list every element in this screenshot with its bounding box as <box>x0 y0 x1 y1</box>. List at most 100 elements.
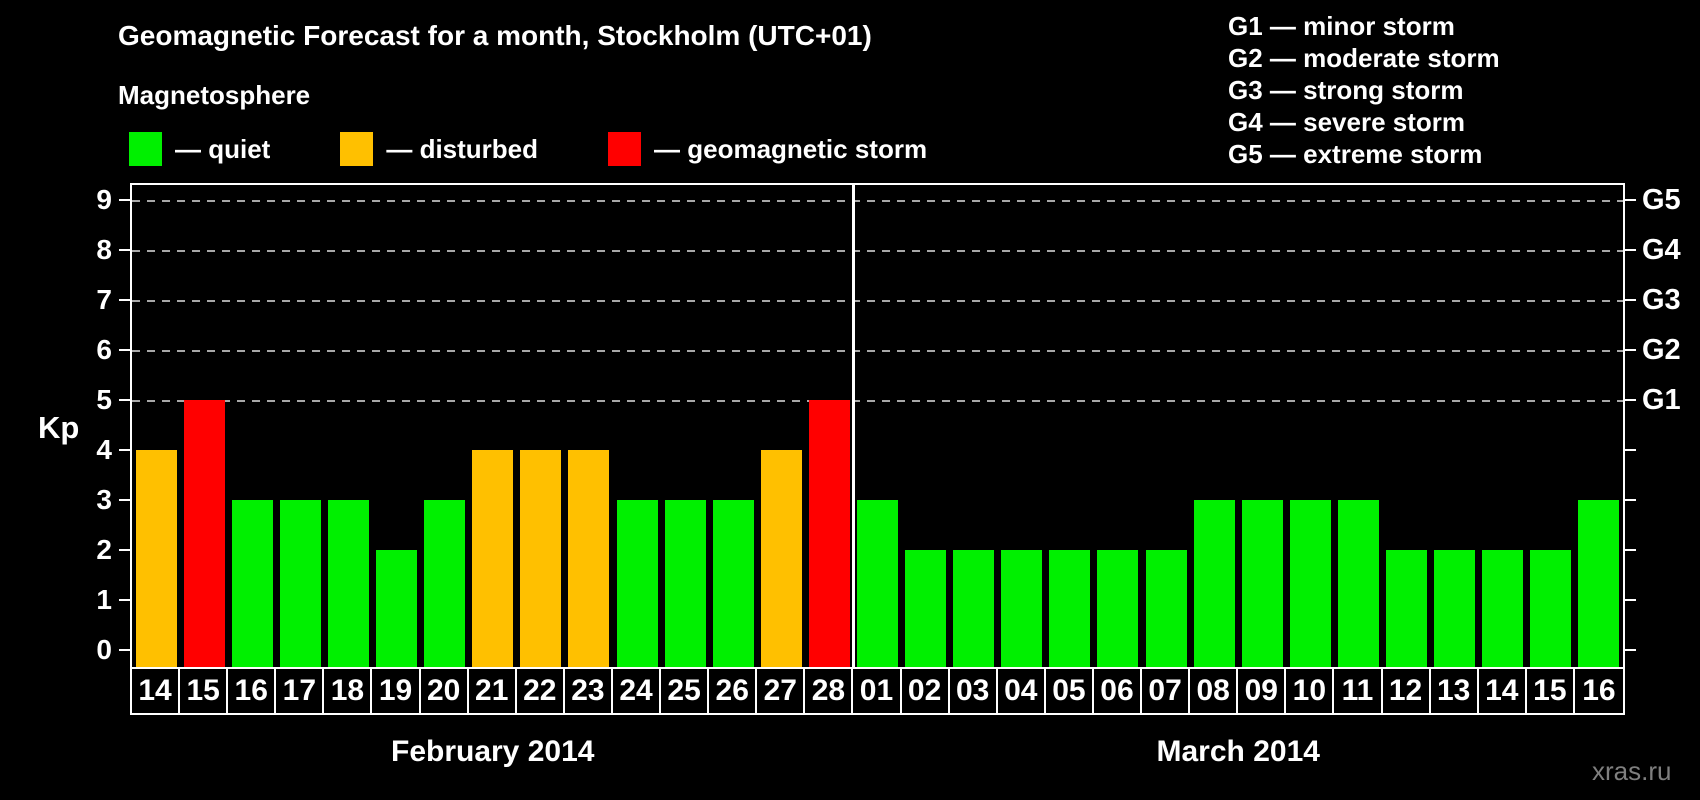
legend-label-disturbed: — disturbed <box>386 133 539 164</box>
gridline-kp5 <box>132 400 1623 402</box>
bar-february-2014-18 <box>327 500 369 667</box>
y-tick-left-4 <box>119 449 131 451</box>
watermark: xras.ru <box>1592 756 1672 786</box>
bar-february-2014-21 <box>472 450 514 667</box>
day-label-march-2014-16: 16 <box>1574 669 1623 713</box>
day-label-march-2014-09: 09 <box>1238 669 1287 713</box>
day-label-february-2014-20: 20 <box>420 669 469 713</box>
bar-march-2014-02 <box>905 550 947 667</box>
storm-scale-item-g3: G3 — strong storm <box>1228 75 1464 105</box>
bar-february-2014-14 <box>135 450 177 667</box>
day-label-february-2014-18: 18 <box>324 669 373 713</box>
chart-subtitle: Magnetosphere <box>118 80 311 110</box>
y-tick-left-7 <box>119 299 131 301</box>
bar-february-2014-19 <box>376 550 418 667</box>
gridline-kp6 <box>132 350 1623 352</box>
g-scale-label-g1: G1 <box>1642 384 1681 416</box>
day-label-february-2014-26: 26 <box>709 669 758 713</box>
y-tick-right-0 <box>1624 649 1636 651</box>
storm-color-swatch-icon <box>608 132 642 166</box>
g-scale-label-g2: G2 <box>1642 334 1681 366</box>
y-tick-left-6 <box>119 349 131 351</box>
y-tick-label-1: 1 <box>96 584 112 615</box>
y-tick-left-2 <box>119 549 131 551</box>
bar-february-2014-23 <box>568 450 610 667</box>
g-scale-label-g3: G3 <box>1642 284 1681 316</box>
y-tick-left-0 <box>119 649 131 651</box>
chart-title: Geomagnetic Forecast for a month, Stockh… <box>118 20 872 51</box>
plot-area <box>130 183 1625 667</box>
gridline-kp7 <box>132 300 1623 302</box>
y-tick-left-8 <box>119 249 131 251</box>
month-label-march-2014: March 2014 <box>1156 735 1320 768</box>
day-label-february-2014-15: 15 <box>180 669 229 713</box>
magnetosphere-legend: — quiet — disturbed — geomagnetic storm <box>129 132 927 166</box>
day-label-february-2014-14: 14 <box>132 669 181 713</box>
y-tick-left-3 <box>119 499 131 501</box>
bar-march-2014-08 <box>1193 500 1235 667</box>
bar-march-2014-05 <box>1049 550 1091 667</box>
y-tick-label-5: 5 <box>96 384 112 415</box>
gridline-kp8 <box>132 250 1623 252</box>
y-tick-right-9 <box>1624 199 1636 201</box>
day-label-march-2014-11: 11 <box>1334 669 1383 713</box>
bar-march-2014-11 <box>1337 500 1379 667</box>
bar-march-2014-12 <box>1386 550 1428 667</box>
day-label-march-2014-10: 10 <box>1286 669 1335 713</box>
legend-label-quiet: — quiet <box>175 133 271 164</box>
quiet-color-swatch-icon <box>129 132 162 166</box>
bar-february-2014-22 <box>520 450 562 667</box>
day-label-march-2014-13: 13 <box>1430 669 1479 713</box>
disturbed-color-swatch-icon <box>340 132 374 166</box>
day-label-march-2014-05: 05 <box>1045 669 1094 713</box>
y-tick-label-8: 8 <box>96 234 112 265</box>
bar-march-2014-10 <box>1289 500 1331 667</box>
y-tick-right-7 <box>1624 299 1636 301</box>
day-label-march-2014-06: 06 <box>1093 669 1143 713</box>
day-label-march-2014-01: 01 <box>853 669 902 713</box>
y-tick-label-3: 3 <box>96 484 112 515</box>
day-label-march-2014-04: 04 <box>997 669 1046 713</box>
y-tick-left-5 <box>119 399 131 401</box>
storm-scale-item-g1: G1 — minor storm <box>1228 11 1455 41</box>
day-label-march-2014-12: 12 <box>1382 669 1431 713</box>
legend-label-storm: — geomagnetic storm <box>654 133 928 164</box>
legend-item-disturbed: — disturbed <box>340 132 538 166</box>
y-tick-label-0: 0 <box>96 634 112 665</box>
storm-scale-item-g5: G5 — extreme storm <box>1228 139 1483 169</box>
bar-february-2014-24 <box>616 500 658 667</box>
bar-february-2014-20 <box>424 500 466 667</box>
y-axis-label: Kp <box>38 410 80 445</box>
bar-march-2014-06 <box>1097 550 1139 667</box>
y-tick-left-9 <box>119 199 131 201</box>
y-tick-label-4: 4 <box>96 434 112 465</box>
g-scale-label-g5: G5 <box>1642 184 1681 216</box>
storm-scale-item-g4: G4 — severe storm <box>1228 107 1466 137</box>
legend-item-quiet: — quiet <box>129 132 270 166</box>
day-label-february-2014-28: 28 <box>805 669 854 713</box>
y-tick-right-6 <box>1624 349 1636 351</box>
bar-march-2014-14 <box>1482 550 1524 667</box>
bar-february-2014-17 <box>279 500 321 667</box>
bar-march-2014-03 <box>953 550 995 667</box>
day-label-february-2014-22: 22 <box>516 669 565 713</box>
bar-february-2014-28 <box>808 400 850 667</box>
y-tick-right-5 <box>1624 399 1636 401</box>
gridline-kp9 <box>132 200 1623 202</box>
day-label-february-2014-23: 23 <box>564 669 613 713</box>
bar-march-2014-09 <box>1241 500 1283 667</box>
plot-inner <box>132 185 1623 667</box>
day-label-february-2014-27: 27 <box>757 669 806 713</box>
day-label-march-2014-08: 08 <box>1190 669 1239 713</box>
bar-march-2014-16 <box>1578 500 1620 667</box>
y-tick-right-2 <box>1624 549 1636 551</box>
y-tick-label-9: 9 <box>96 184 112 215</box>
legend-item-storm: — geomagnetic storm <box>608 132 927 166</box>
month-label-february-2014: February 2014 <box>390 735 595 768</box>
day-label-march-2014-14: 14 <box>1478 669 1527 713</box>
day-label-march-2014-03: 03 <box>949 669 998 713</box>
y-tick-label-7: 7 <box>96 284 112 315</box>
y-tick-left-1 <box>119 599 131 601</box>
day-label-february-2014-25: 25 <box>661 669 710 713</box>
